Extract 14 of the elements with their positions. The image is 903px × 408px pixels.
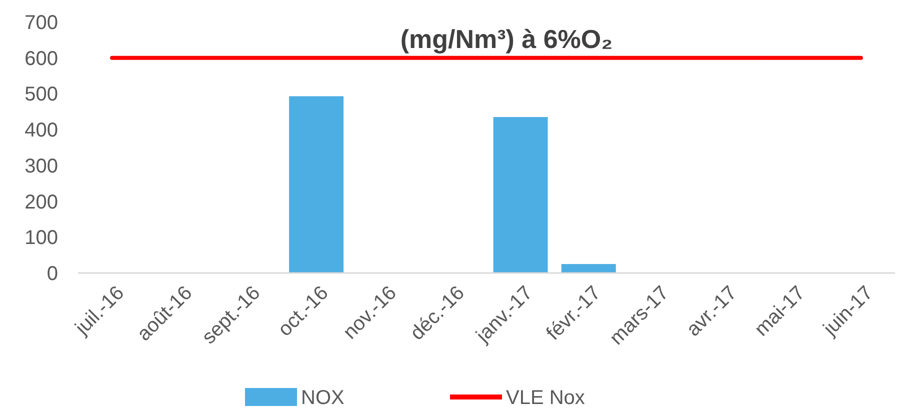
y-tick-label: 0 — [46, 263, 58, 285]
legend-label: VLE Nox — [506, 387, 585, 408]
y-tick-label: 100 — [24, 227, 58, 250]
y-tick-label: 400 — [24, 120, 58, 142]
y-tick-label: 300 — [24, 155, 58, 178]
bar — [493, 117, 548, 273]
y-tick-label: 200 — [24, 191, 58, 214]
y-tick-label: 500 — [24, 84, 58, 106]
y-tick-label: 700 — [24, 12, 58, 34]
bar — [289, 96, 344, 273]
bar — [561, 264, 616, 273]
legend-label: NOX — [301, 387, 344, 408]
chart-title: (mg/Nm³) à 6%O₂ — [400, 24, 613, 54]
y-tick-label: 600 — [24, 48, 58, 70]
